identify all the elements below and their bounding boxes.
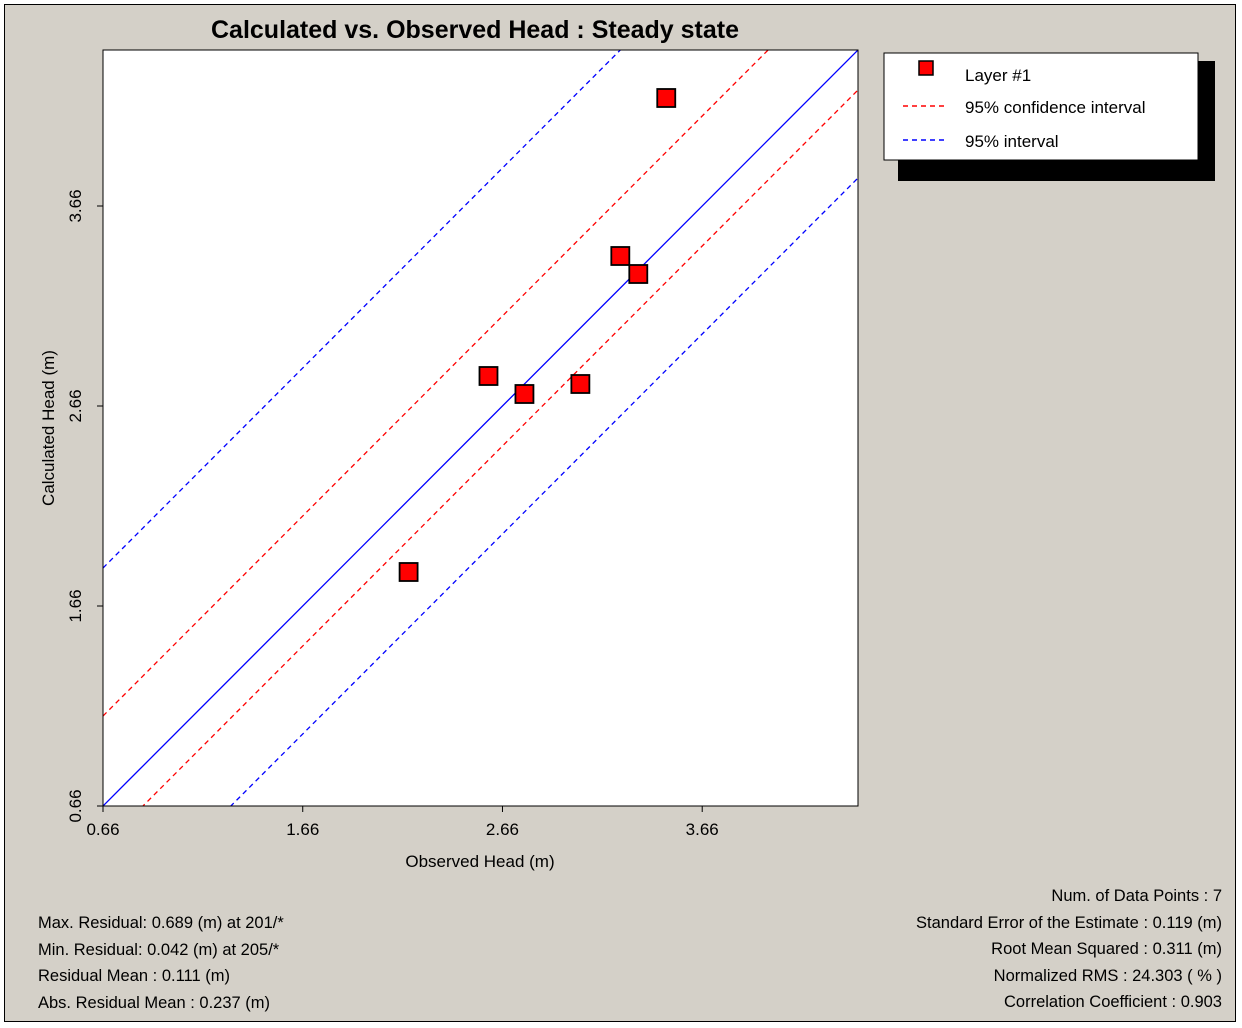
x-tick-label: 0.66 xyxy=(86,820,119,839)
x-tick-label: 1.66 xyxy=(286,820,319,839)
stat-normalized-rms: Normalized RMS : 24.303 ( % ) xyxy=(993,966,1222,985)
legend: Layer #1 95% confidence interval 95% int… xyxy=(883,52,1215,181)
data-point xyxy=(656,88,677,108)
stats-right-panel: Num. of Data Points : 7 Standard Error o… xyxy=(916,883,1222,1016)
legend-label-confidence: 95% confidence interval xyxy=(965,98,1146,117)
data-point xyxy=(570,374,591,394)
stat-num-points: Num. of Data Points : 7 xyxy=(1051,887,1222,905)
stats-left-panel: Max. Residual: 0.689 (m) at 201/* Min. R… xyxy=(38,910,284,1016)
legend-label-interval: 95% interval xyxy=(965,132,1059,151)
y-axis-ticks: 0.66 1.66 2.66 3.66 xyxy=(66,189,103,823)
y-tick-label: 2.66 xyxy=(66,389,85,422)
data-point xyxy=(610,246,631,266)
stat-std-error: Standard Error of the Estimate : 0.119 (… xyxy=(916,913,1222,932)
stat-correlation: Correlation Coefficient : 0.903 xyxy=(1004,993,1222,1011)
stat-abs-residual-mean: Abs. Residual Mean : 0.237 (m) xyxy=(38,993,271,1012)
ref-line-1-0 xyxy=(103,50,622,569)
x-tick-label: 3.66 xyxy=(686,820,719,839)
x-axis-ticks: 0.66 1.66 2.66 3.66 xyxy=(86,806,719,839)
ref-line-0-0 xyxy=(103,50,770,717)
stat-max-residual: Max. Residual: 0.689 (m) at 201/* xyxy=(38,914,284,932)
x-axis-label: Observed Head (m) xyxy=(405,852,554,871)
ref-line-1-1 xyxy=(229,177,858,806)
legend-box xyxy=(883,52,1199,161)
chart-window: Calculated vs. Observed Head : Steady st… xyxy=(4,4,1236,1022)
legend-label-layer1: Layer #1 xyxy=(965,66,1031,85)
y-axis-label: Calculated Head (m) xyxy=(39,350,58,506)
y-tick-label: 0.66 xyxy=(66,789,85,822)
ref-line-0-1 xyxy=(142,89,858,806)
stat-residual-mean: Residual Mean : 0.111 (m) xyxy=(38,967,230,985)
data-points xyxy=(398,88,677,582)
ref-line-2-0 xyxy=(103,50,858,806)
reference-lines xyxy=(103,50,858,806)
scatter-chart: Calculated vs. Observed Head : Steady st… xyxy=(39,16,1215,871)
data-point xyxy=(628,264,649,284)
chart-title: Calculated vs. Observed Head : Steady st… xyxy=(211,16,739,44)
stat-rms: Root Mean Squared : 0.311 (m) xyxy=(991,940,1222,958)
data-point xyxy=(478,366,499,386)
plot-border xyxy=(102,49,859,807)
stat-min-residual: Min. Residual: 0.042 (m) at 205/* xyxy=(38,940,280,959)
legend-marker-square xyxy=(918,60,934,76)
data-point xyxy=(398,562,419,582)
y-tick-label: 3.66 xyxy=(66,189,85,222)
data-point xyxy=(514,384,535,404)
y-tick-label: 1.66 xyxy=(66,589,85,622)
x-tick-label: 2.66 xyxy=(486,820,519,839)
